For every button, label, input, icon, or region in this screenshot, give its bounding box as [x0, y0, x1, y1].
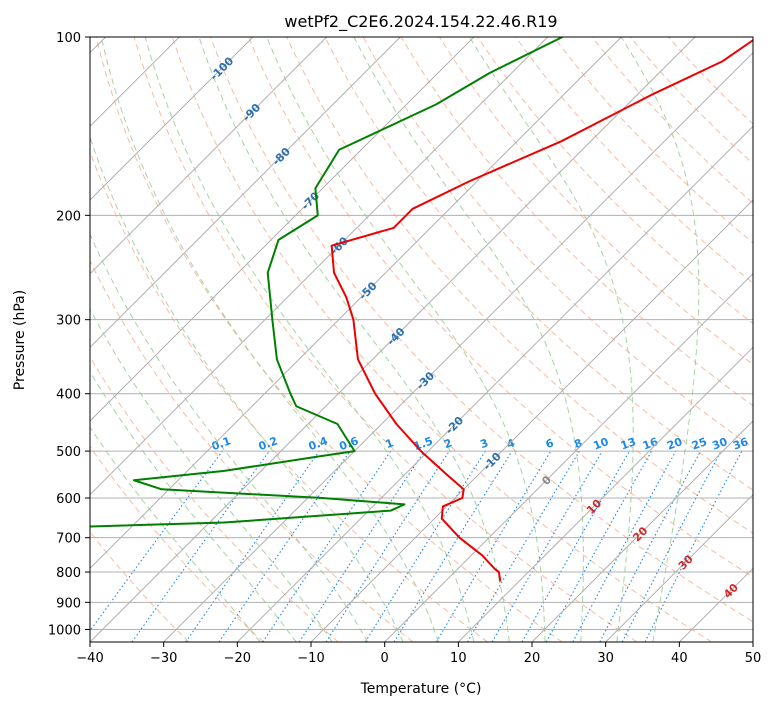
isotherm-line	[90, 37, 254, 201]
moist-adiabat	[266, 37, 546, 642]
mixing-ratio-line	[90, 450, 223, 632]
dry-adiabat	[248, 37, 753, 578]
mixing-ratio-label: 2	[442, 436, 454, 451]
x-tick-label: −30	[150, 651, 177, 666]
y-tick-label: 300	[56, 314, 81, 329]
dry-adiabat	[210, 37, 753, 623]
mixing-ratio-line	[572, 450, 677, 642]
mixing-ratio-label: 36	[731, 435, 750, 453]
isotherm-line	[605, 493, 753, 642]
mixing-ratio-label: 8	[572, 436, 584, 451]
mixing-ratio-label: 0.4	[307, 434, 330, 453]
x-tick-label: 20	[524, 651, 541, 666]
mixing-ratio-label: 16	[641, 435, 660, 453]
moist-adiabat	[90, 233, 369, 642]
mixing-ratio-label: 1	[384, 436, 396, 451]
x-tick-label: 50	[745, 651, 762, 666]
moist-adiabat	[90, 135, 404, 642]
x-tick-label: 10	[450, 651, 467, 666]
mixing-ratio-label: 10	[592, 435, 611, 453]
x-tick-label: −10	[297, 651, 324, 666]
dry-adiabat	[133, 37, 638, 642]
y-axis-label: Pressure (hPa)	[12, 290, 28, 390]
moist-adiabat	[100, 37, 439, 642]
y-tick-label: 900	[56, 596, 81, 611]
mixing-ratio-label: 25	[690, 435, 709, 452]
mixing-ratio-line	[185, 450, 320, 642]
mixing-ratio-line	[218, 450, 351, 642]
isotherm-line	[531, 420, 753, 642]
dry-adiabat	[324, 37, 753, 491]
mixing-ratio-line	[393, 450, 513, 642]
y-tick-label: 400	[56, 388, 81, 403]
dry-adiabat	[95, 37, 563, 642]
isotherm-line	[236, 125, 753, 642]
mixing-ratio-label: 0.2	[257, 434, 280, 453]
x-tick-label: 40	[671, 651, 688, 666]
x-tick-label: 30	[597, 651, 614, 666]
moist-adiabat	[353, 37, 584, 642]
y-tick-label: 800	[56, 566, 81, 581]
isotherm-line	[90, 37, 622, 570]
mixing-ratio-label: 13	[619, 435, 638, 452]
isotherm-line	[90, 37, 549, 496]
mixing-ratio-line	[545, 450, 653, 642]
axes: −40 −30 −20 −10 0 10 20 30 40 5010020030040050060…	[48, 31, 761, 666]
isotherm-line	[457, 346, 753, 642]
moist-adiabat	[90, 370, 297, 642]
x-tick-label: −40	[76, 651, 103, 666]
isotherm-line	[90, 37, 696, 642]
x-tick-label: 0	[381, 651, 389, 666]
x-axis-label: Temperature (°C)	[360, 681, 482, 697]
dry-adiabat	[90, 445, 264, 642]
x-tick-label: −20	[224, 651, 251, 666]
mixing-ratio-line	[325, 450, 450, 642]
chart-title: wetPf2_C2E6.2024.154.22.46.R19	[284, 12, 557, 32]
dry-adiabat	[90, 259, 414, 642]
isotherm-line	[310, 199, 753, 642]
dry-adiabat	[171, 37, 712, 642]
dry-adiabat	[90, 356, 339, 642]
y-tick-label: 1000	[48, 623, 81, 638]
mixing-ratio-label: 0.1	[210, 434, 233, 453]
moist-adiabat	[144, 37, 475, 642]
mixing-ratio-label: 4	[505, 436, 517, 451]
isotherm-line	[384, 272, 753, 642]
mixing-ratio-line	[644, 450, 743, 642]
dewpoint-line	[90, 37, 563, 528]
y-tick-label: 100	[56, 31, 81, 46]
isotherm-line	[163, 51, 753, 642]
y-tick-label: 200	[56, 209, 81, 224]
mixing-ratio-label: 20	[665, 435, 684, 453]
y-tick-label: 700	[56, 532, 81, 547]
temperature-line	[330, 38, 753, 582]
plot-frame	[89, 36, 754, 643]
mixing-ratio-line	[131, 450, 270, 642]
moist-adiabat	[198, 37, 510, 642]
mixing-ratio-line	[298, 450, 425, 642]
moist-adiabat	[90, 308, 333, 642]
mixing-ratio-label: 30	[710, 435, 729, 453]
y-tick-label: 500	[56, 445, 81, 460]
dry-adiabat	[515, 37, 753, 284]
isotherm-line	[90, 37, 475, 422]
mixing-ratio-label: 3	[478, 436, 490, 451]
isotherm-line	[90, 37, 328, 275]
mixing-ratio-line	[521, 450, 630, 642]
moist-adiabat	[620, 37, 700, 642]
dry-adiabat	[286, 37, 753, 534]
isotherm-line	[90, 37, 401, 349]
mixing-ratio-line	[262, 450, 392, 642]
y-tick-label: 600	[56, 492, 81, 507]
moist-adiabat	[90, 426, 261, 642]
mixing-ratio-label: 6	[544, 436, 556, 451]
